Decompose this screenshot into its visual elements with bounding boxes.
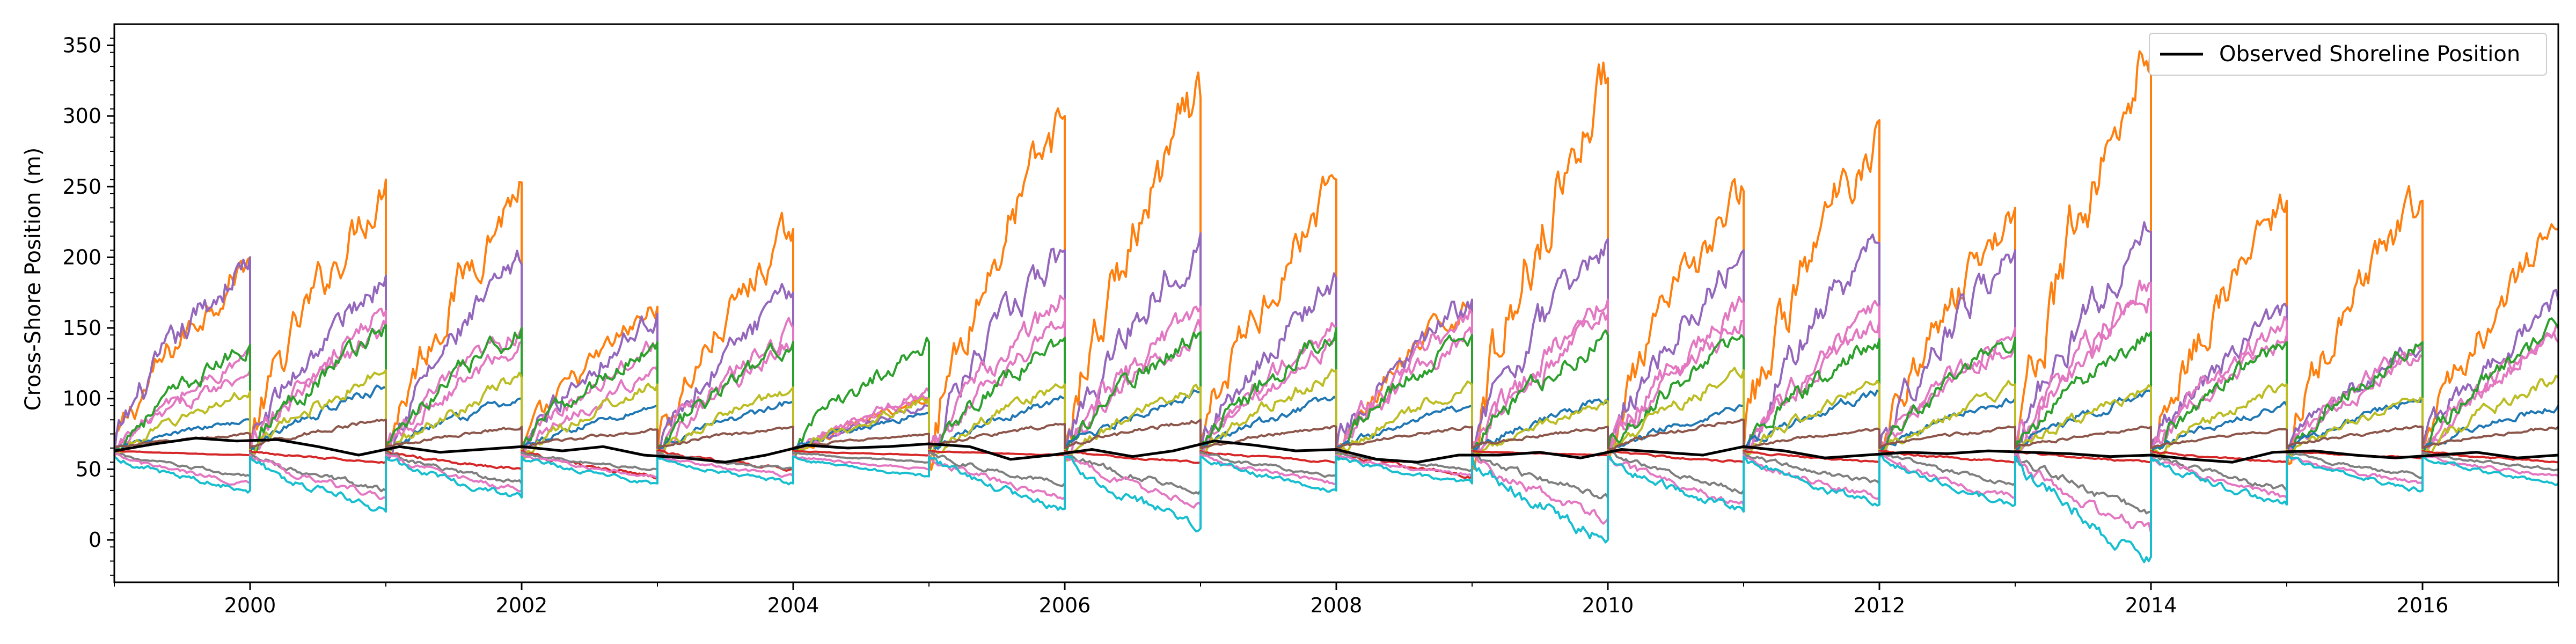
series-layer [114, 44, 2558, 564]
y-tick-label: 350 [62, 33, 101, 57]
y-tick-label: 200 [62, 245, 101, 269]
y-tick-label: 100 [62, 387, 101, 411]
axes-layer: 0 50 100 150 200 250 300 350 2000 2002 2004 2006 200… [62, 23, 2559, 617]
model-series-line [114, 418, 2558, 450]
y-tick-label: 0 [89, 528, 101, 552]
legend: Observed Shoreline Position [2149, 33, 2547, 76]
plot-area [114, 44, 2558, 564]
x-tick-label: 2016 [2397, 594, 2449, 617]
observed-series-line [114, 436, 2558, 464]
x-tick-label: 2012 [1854, 594, 1906, 617]
y-tick-label: 300 [62, 104, 101, 128]
x-tick-label: 2002 [496, 594, 548, 617]
x-tick-label: 2008 [1311, 594, 1363, 617]
x-tick-label: 2014 [2125, 594, 2177, 617]
x-tick-label: 2006 [1039, 594, 1091, 617]
y-tick-label: 150 [62, 316, 101, 340]
x-tick-label: 2010 [1582, 594, 1634, 617]
x-tick-label: 2000 [224, 594, 276, 617]
y-tick-label: 50 [76, 457, 101, 481]
y-axis-label: Cross-Shore Position (m) [21, 148, 46, 411]
legend-box [2149, 33, 2547, 76]
model-series-line [114, 453, 2558, 564]
legend-label-observed: Observed Shoreline Position [2219, 42, 2520, 67]
x-tick-label: 2004 [767, 594, 819, 617]
y-tick-label: 250 [62, 175, 101, 199]
